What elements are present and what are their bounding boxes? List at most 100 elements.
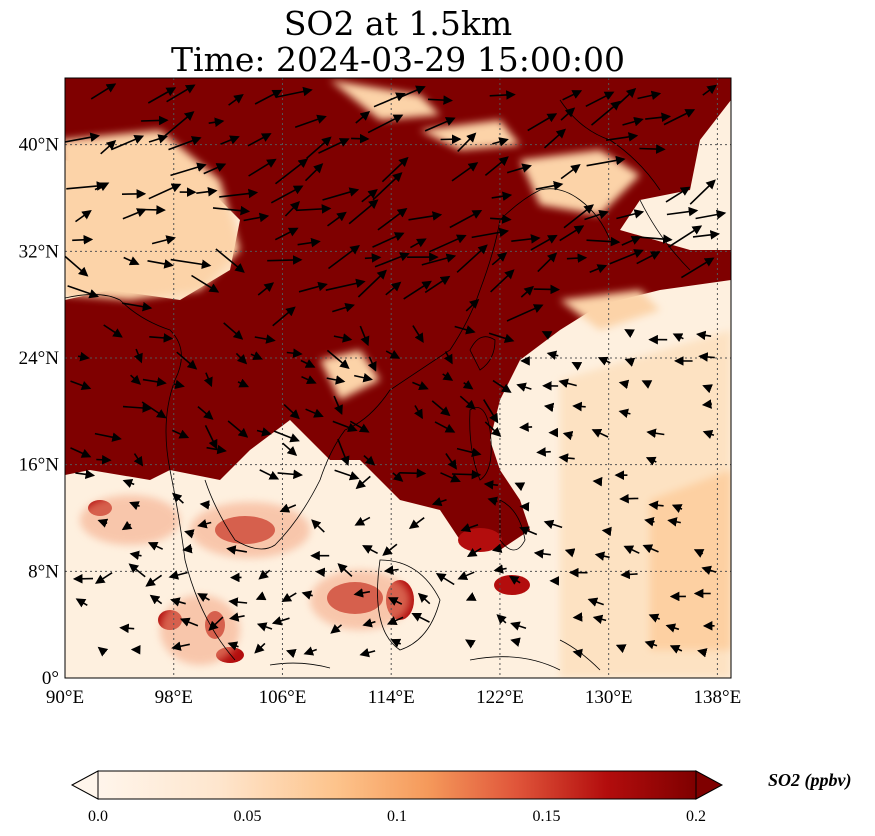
wind-arrow — [70, 380, 92, 391]
wind-arrow — [250, 351, 263, 360]
wind-arrow — [227, 420, 249, 438]
wind-arrow — [377, 207, 408, 231]
wind-arrow — [623, 545, 640, 555]
wind-arrow — [96, 454, 112, 465]
wind-arrow — [119, 623, 135, 634]
wind-arrow — [326, 349, 350, 370]
wind-arrow — [560, 164, 581, 180]
wind-arrow — [641, 380, 653, 389]
wind-arrow — [597, 356, 611, 366]
wind-arrow — [646, 428, 665, 439]
wind-arrow — [702, 384, 713, 394]
lon-tick-label: 114°E — [368, 687, 415, 708]
colorbar-tick-label: 0.0 — [88, 808, 108, 825]
wind-arrow — [204, 425, 218, 450]
wind-arrow — [90, 83, 117, 100]
wind-arrow — [298, 281, 328, 293]
wind-arrow — [191, 274, 220, 293]
wind-arrow — [665, 186, 691, 203]
wind-arrow — [197, 593, 210, 602]
wind-arrow — [228, 94, 244, 106]
wind-arrow — [666, 206, 699, 217]
wind-arrow — [173, 379, 185, 390]
wind-arrow — [277, 469, 303, 480]
wind-arrow — [615, 644, 627, 654]
wind-arrow — [403, 280, 432, 300]
wind-vectors — [65, 83, 727, 659]
wind-arrow — [286, 348, 303, 358]
wind-arrow — [431, 497, 447, 507]
wind-arrow — [94, 572, 113, 584]
wind-arrow — [592, 614, 607, 625]
wind-arrow — [572, 401, 586, 412]
wind-arrow — [493, 564, 507, 574]
wind-arrow — [392, 471, 404, 482]
wind-arrow — [449, 210, 483, 229]
wind-arrow — [330, 624, 342, 634]
wind-arrow — [248, 158, 277, 177]
wind-arrow — [97, 646, 109, 657]
wind-arrow — [496, 614, 507, 625]
wind-arrow — [399, 468, 427, 479]
wind-arrow — [398, 85, 426, 99]
wind-arrow — [357, 269, 387, 298]
wind-arrow — [332, 302, 355, 313]
wind-arrow — [285, 649, 297, 659]
wind-arrow — [257, 282, 275, 296]
wind-arrow — [122, 403, 153, 413]
wind-arrow — [284, 201, 301, 217]
wind-arrow — [506, 304, 544, 322]
wind-arrow — [141, 115, 169, 126]
wind-arrow — [390, 638, 402, 648]
lat-tick-label: 0° — [42, 668, 59, 689]
wind-arrow — [702, 429, 715, 439]
wind-arrow — [562, 90, 583, 101]
wind-arrow — [491, 191, 513, 202]
ocean-moderate-so2 — [650, 470, 731, 650]
wind-arrow — [645, 112, 672, 123]
map-panel — [65, 78, 731, 678]
wind-arrow — [605, 132, 639, 142]
wind-arrow — [227, 641, 239, 651]
wind-arrow — [199, 500, 210, 510]
wind-arrow — [483, 479, 498, 490]
wind-arrow — [618, 379, 630, 390]
wind-arrow — [594, 551, 610, 561]
wind-arrow — [228, 597, 248, 607]
wind-arrow — [281, 592, 297, 603]
wind-arrow — [586, 236, 621, 247]
wind-arrow — [417, 592, 431, 605]
wind-arrow — [383, 565, 399, 575]
wind-arrow — [387, 597, 403, 606]
wind-arrow — [584, 209, 609, 221]
wind-arrow — [255, 591, 267, 601]
wind-arrow — [258, 569, 271, 580]
wind-arrow — [511, 234, 541, 244]
wind-arrow — [462, 380, 474, 390]
wind-arrow — [121, 520, 133, 531]
wind-arrow — [94, 432, 122, 442]
wind-arrow — [519, 526, 538, 536]
wind-arrow — [315, 567, 326, 578]
wind-arrow — [680, 257, 715, 279]
wind-arrow — [510, 637, 521, 647]
wind-arrow — [149, 594, 163, 605]
wind-arrow — [75, 598, 88, 608]
wind-arrow — [385, 281, 402, 296]
wind-arrow — [164, 111, 195, 137]
wind-arrow — [333, 395, 343, 415]
wind-arrow — [362, 545, 378, 555]
wind-arrow — [489, 90, 516, 100]
wind-arrow — [77, 351, 90, 362]
wind-arrow — [271, 616, 290, 626]
wind-arrow — [147, 87, 177, 104]
wind-arrow — [616, 209, 645, 220]
wind-arrow — [149, 333, 174, 343]
wind-arrow — [571, 361, 583, 371]
wind-arrow — [566, 253, 588, 263]
wind-arrow — [273, 430, 300, 443]
wind-arrow — [488, 332, 515, 343]
wind-arrow — [459, 395, 476, 410]
wind-arrow — [274, 227, 299, 241]
wind-arrow — [587, 597, 604, 607]
